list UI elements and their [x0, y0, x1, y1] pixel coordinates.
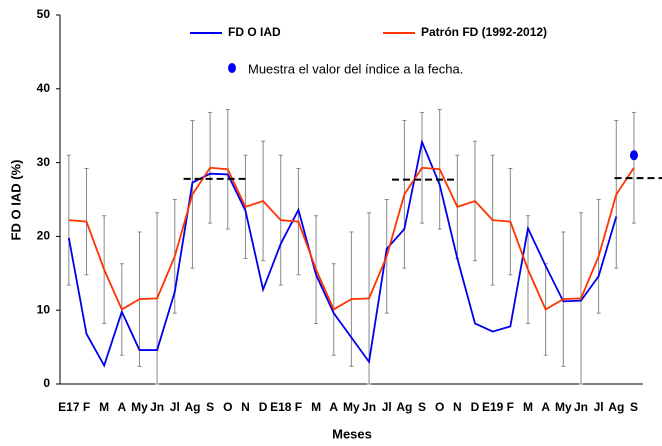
x-tick-label: Jl — [170, 400, 180, 414]
x-tick-label: M — [523, 400, 533, 414]
current-point — [629, 150, 638, 161]
x-tick-label: M — [99, 400, 109, 414]
y-axis-label: FD O IAD (%) — [8, 160, 23, 241]
x-tick-label: My — [343, 400, 360, 414]
x-tick-label: F — [295, 400, 302, 414]
x-tick-label: My — [555, 400, 572, 414]
legend-swatch — [228, 63, 236, 73]
x-tick-label: Jl — [382, 400, 392, 414]
x-tick-label: E19 — [482, 400, 504, 414]
x-tick-label: O — [223, 400, 232, 414]
y-tick-label: 10 — [37, 302, 51, 316]
series-line — [67, 138, 618, 368]
error-bar — [631, 111, 636, 224]
y-tick-label: 20 — [37, 229, 51, 243]
x-tick-label: Jl — [594, 400, 604, 414]
x-tick-label: O — [435, 400, 444, 414]
x-tick-label: S — [418, 400, 426, 414]
x-tick-label: S — [630, 400, 638, 414]
series-line — [68, 166, 635, 311]
x-tick-label: F — [507, 400, 514, 414]
x-tick-label: S — [206, 400, 214, 414]
legend-label: Muestra el valor del índice a la fecha. — [248, 61, 463, 76]
x-tick-label: N — [241, 400, 250, 414]
x-tick-label: Ag — [608, 400, 624, 414]
x-tick-label: Jn — [574, 400, 588, 414]
x-tick-label: Jn — [150, 400, 164, 414]
y-tick-label: 50 — [37, 7, 51, 21]
x-tick-label: E18 — [270, 400, 292, 414]
legend-label: FD O IAD — [228, 25, 281, 39]
x-tick-label: Ag — [396, 400, 412, 414]
x-tick-label: A — [329, 400, 338, 414]
x-tick-label: E17 — [58, 400, 80, 414]
x-tick-label: M — [311, 400, 321, 414]
legend-label: Patrón FD (1992-2012) — [421, 25, 547, 39]
x-tick-label: D — [471, 400, 480, 414]
x-tick-label: A — [541, 400, 550, 414]
x-tick-label: Ag — [184, 400, 200, 414]
x-tick-label: D — [259, 400, 268, 414]
y-tick-label: 40 — [37, 81, 51, 95]
x-tick-label: A — [117, 400, 126, 414]
x-tick-label: Jn — [362, 400, 376, 414]
x-tick-label: My — [131, 400, 148, 414]
x-axis-label: Meses — [332, 426, 372, 441]
x-tick-label: N — [453, 400, 462, 414]
y-tick-label: 0 — [43, 376, 50, 390]
x-tick-label: F — [83, 400, 90, 414]
y-tick-label: 30 — [37, 155, 51, 169]
